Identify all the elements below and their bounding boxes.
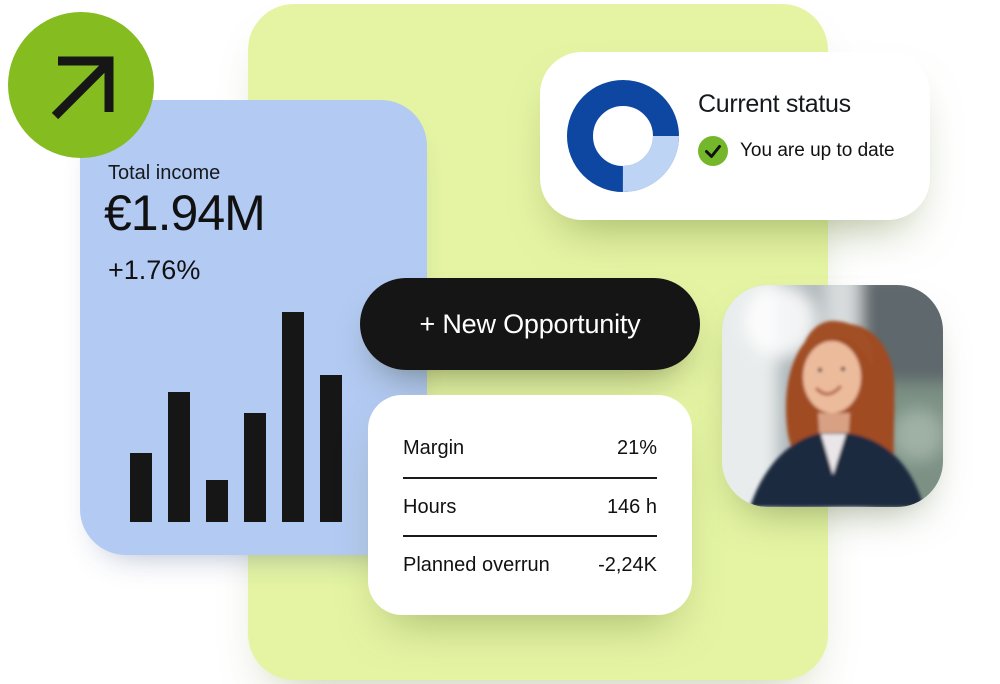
income-bar-chart	[130, 312, 342, 522]
metrics-row: Hours 146 h	[403, 477, 657, 535]
status-title: Current status	[698, 90, 851, 118]
businesswoman-photo	[722, 285, 943, 507]
metrics-card: Margin 21% Hours 146 h Planned overrun -2,24K	[368, 395, 692, 615]
new-opportunity-button[interactable]: + New Opportunity	[360, 278, 700, 370]
status-row: You are up to date	[698, 136, 895, 166]
status-text-block: Current status You are up to date	[698, 90, 895, 166]
income-delta: +1.76%	[108, 255, 201, 285]
metric-value: -2,24K	[598, 553, 657, 576]
metric-label: Margin	[403, 436, 465, 459]
metric-value: 146 h	[606, 495, 657, 518]
bar	[320, 375, 342, 522]
bar	[130, 453, 152, 522]
status-message: You are up to date	[740, 140, 895, 161]
metric-label: Planned overrun	[403, 553, 550, 576]
bar	[168, 392, 190, 522]
bar	[282, 312, 304, 522]
metrics-rows: Margin 21% Hours 146 h Planned overrun -2,24K	[403, 419, 657, 593]
income-label: Total income	[108, 162, 221, 184]
metrics-row: Margin 21%	[403, 419, 657, 477]
current-status-card: Current status You are up to date	[540, 52, 930, 220]
income-value: €1.94M	[104, 185, 266, 241]
growth-arrow-badge	[8, 12, 154, 158]
status-donut-chart	[567, 80, 679, 192]
new-opportunity-label: + New Opportunity	[419, 308, 641, 339]
check-icon	[698, 136, 728, 166]
bar	[244, 413, 266, 522]
donut-chart-svg	[567, 80, 679, 192]
bar	[206, 480, 228, 522]
arrow-up-right-icon	[51, 56, 114, 120]
portrait-illustration	[722, 285, 943, 507]
metric-label: Hours	[403, 495, 457, 518]
metrics-row: Planned overrun -2,24K	[403, 535, 657, 593]
metric-value: 21%	[616, 436, 657, 459]
